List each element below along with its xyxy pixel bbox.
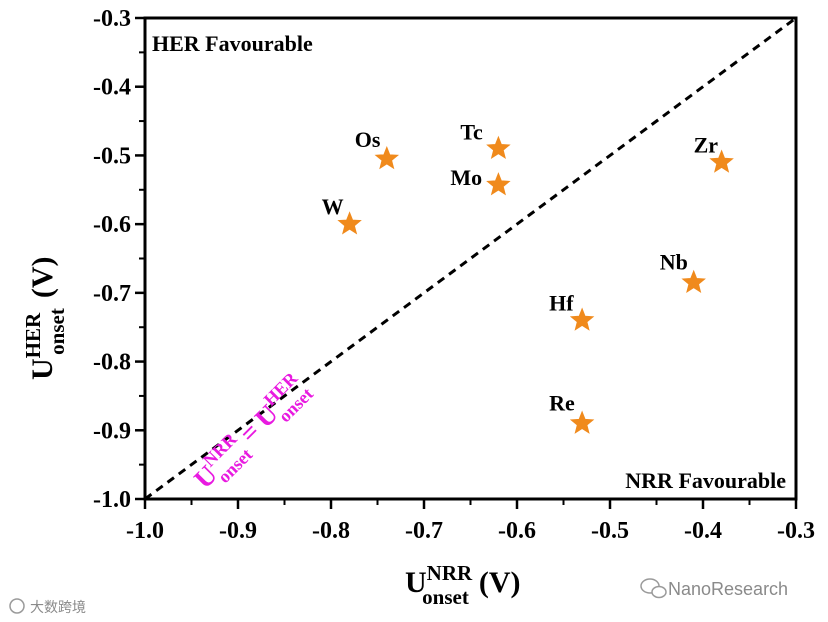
region-label-nrr: NRR Favourable: [625, 468, 786, 493]
y-title-sup: HER: [21, 312, 45, 358]
y-title-sub: onset: [45, 308, 69, 355]
data-point-w: [337, 211, 362, 235]
data-point-mo: [486, 172, 511, 196]
y-tick-label: -1.0: [93, 487, 131, 513]
x-tick-label: -0.5: [591, 518, 629, 544]
data-point-zr: [709, 149, 734, 173]
x-title-unit: (V): [479, 566, 521, 599]
y-tick-label: -0.8: [93, 350, 131, 376]
watermark-left: 大数跨境: [9, 598, 86, 615]
x-tick-label: -0.8: [312, 518, 350, 544]
watermark-right: NanoResearch: [640, 578, 788, 599]
y-axis-title: UHERonset (V): [21, 256, 69, 380]
y-title-main: U: [26, 358, 59, 380]
y-tick-label: -0.4: [93, 75, 131, 101]
y-tick-label: -0.5: [93, 143, 131, 169]
data-point-re: [569, 410, 595, 434]
y-tick-label: -0.6: [93, 212, 131, 238]
point-label-mo: Mo: [450, 165, 482, 190]
x-tick-label: -0.3: [777, 518, 815, 544]
data-point-os: [374, 145, 400, 170]
y-title-unit: (V): [26, 256, 59, 298]
point-label-w: W: [322, 194, 344, 219]
y-tick-label: -0.7: [93, 281, 131, 307]
data-point-tc: [486, 135, 511, 159]
region-label-her: HER Favourable: [152, 31, 313, 56]
svg-text:大数跨境: 大数跨境: [30, 599, 86, 615]
data-point-nb: [681, 269, 706, 293]
x-title-sup: NRR: [427, 561, 473, 585]
x-title-main: U: [405, 566, 427, 599]
point-label-hf: Hf: [549, 290, 574, 315]
svg-text:NanoResearch: NanoResearch: [668, 579, 788, 599]
x-tick-label: -1.0: [126, 518, 164, 544]
x-tick-label: -0.7: [405, 518, 443, 544]
data-point-hf: [569, 307, 595, 331]
watermark-left-icon: [9, 598, 25, 614]
y-tick-label: -0.9: [93, 418, 131, 444]
point-label-os: Os: [355, 127, 381, 152]
wechat-icon: [640, 578, 667, 599]
point-label-zr: Zr: [694, 132, 719, 157]
x-axis-title: UNRR onset (V): [405, 561, 521, 609]
x-tick-label: -0.9: [219, 518, 257, 544]
point-label-re: Re: [549, 390, 575, 415]
x-tick-label: -0.6: [498, 518, 536, 544]
y-tick-label: -0.3: [93, 6, 131, 32]
x-tick-label: -0.4: [684, 518, 722, 544]
point-label-nb: Nb: [660, 250, 688, 275]
svg-text:UHERonset(V): UHERonset (V): [21, 256, 69, 380]
x-title-sub: onset: [422, 585, 469, 609]
diagonal-line: [144, 16, 797, 501]
point-label-tc: Tc: [460, 120, 483, 145]
